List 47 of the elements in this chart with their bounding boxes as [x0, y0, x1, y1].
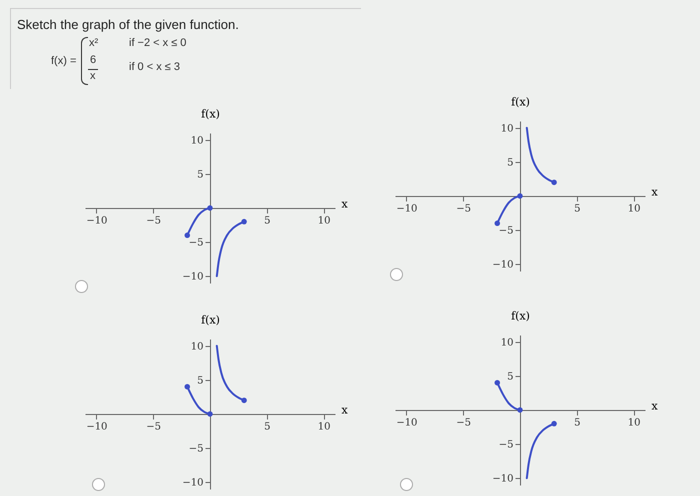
y-tick-label: 5	[197, 375, 204, 386]
y-tick-label: −10	[492, 474, 514, 485]
x-axis-title: x	[342, 198, 348, 210]
x-tick-label: 10	[628, 204, 641, 214]
text: x²	[89, 37, 98, 49]
y-tick-label: −5	[498, 440, 514, 451]
y-axis-title: f(x)	[201, 108, 220, 120]
text: f(x) =	[51, 55, 76, 67]
x-axis-title: x	[652, 186, 658, 198]
y-axis-title: f(x)	[511, 310, 530, 322]
x-tick-label: −10	[86, 422, 108, 432]
text: if 0 < x ≤ 3	[129, 61, 180, 73]
x-tick-label: −10	[396, 418, 418, 428]
y-tick-label: 10	[500, 123, 514, 134]
x-tick-label: −10	[396, 204, 418, 214]
x-tick-label: −5	[456, 204, 472, 214]
y-tick-label: 5	[197, 169, 204, 180]
text: 6	[90, 54, 96, 66]
y-axis-title: f(x)	[201, 314, 220, 326]
y-tick-label: 10	[500, 337, 514, 348]
x-tick-label: −5	[456, 418, 472, 428]
y-tick-label: −5	[188, 444, 204, 455]
x-tick-label: −10	[86, 216, 108, 226]
x-tick-label: 10	[318, 216, 331, 226]
x-tick-label: 5	[574, 204, 581, 214]
x-tick-label: 5	[264, 216, 271, 226]
y-axis-title: f(x)	[511, 96, 530, 108]
y-tick-label: 5	[507, 157, 514, 168]
y-tick-label: 10	[190, 341, 204, 352]
y-tick-label: 10	[190, 135, 204, 146]
x-axis-title: x	[652, 400, 658, 412]
x-axis-title: x	[342, 404, 348, 416]
y-tick-label: 5	[507, 371, 514, 382]
x-tick-label: 5	[574, 418, 581, 428]
y-tick-label: −5	[498, 226, 514, 237]
x-tick-label: −5	[146, 216, 162, 226]
text: if −2 < x ≤ 0	[129, 37, 186, 49]
text: Sketch the graph of the given function.	[17, 17, 239, 32]
y-tick-label: −10	[492, 260, 514, 271]
x-tick-label: 10	[318, 422, 331, 432]
y-tick-label: −10	[182, 478, 204, 489]
x-tick-label: 5	[264, 422, 271, 432]
y-tick-label: −5	[188, 238, 204, 249]
text: x	[90, 70, 96, 82]
x-tick-label: −5	[146, 422, 162, 432]
y-tick-label: −10	[182, 272, 204, 283]
x-tick-label: 10	[628, 418, 641, 428]
